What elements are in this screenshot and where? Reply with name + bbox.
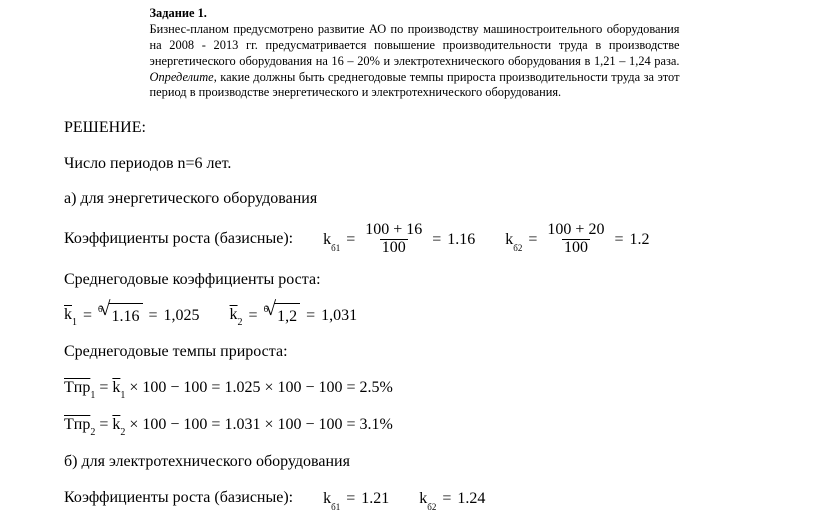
task-text-pre: Бизнес-планом предусмотрено развитие АО … — [150, 22, 680, 68]
avg-rate-title: Среднегодовые темпы прироста: — [64, 339, 764, 365]
root1-arg: 1.16 — [109, 303, 143, 330]
kb2-frac: 100 + 20 100 — [545, 222, 606, 257]
kb1-sub: б1 — [331, 243, 340, 253]
kb1-b-val: 1.21 — [361, 486, 389, 512]
kb1-frac: 100 + 16 100 — [363, 222, 424, 257]
kb1-expr: kб1 = 100 + 16 100 = 1.16 — [323, 222, 475, 257]
kbar1-sub: 1 — [72, 317, 77, 328]
task-block: Задание 1. Бизнес-планом предусмотрено р… — [150, 6, 680, 101]
k-symbol-b1: k — [323, 490, 331, 507]
solution-block: РЕШЕНИЕ: Число периодов n=6 лет. а) для … — [64, 115, 764, 511]
coef-label: Коэффициенты роста (базисные): — [64, 230, 293, 247]
kb1-den: 100 — [380, 239, 408, 257]
eq-1: = — [346, 227, 355, 253]
avg-coef-row: k1 = 6 √ 1.16 = 1,025 k2 = 6 √ 1,2 — [64, 302, 764, 329]
tpr1-kbar-sub: 1 — [120, 390, 125, 401]
eq-9: = — [99, 379, 108, 396]
task-title: Задание 1. — [150, 6, 207, 20]
part-b-title: б) для электротехнического оборудования — [64, 449, 764, 475]
kb2-sub: б2 — [513, 243, 522, 253]
root2: 6 √ 1,2 — [264, 303, 300, 330]
eq-2: = — [432, 227, 441, 253]
solution-heading: РЕШЕНИЕ: — [64, 115, 764, 141]
task-italic-word: Определите — [150, 70, 214, 84]
eq-7: = — [249, 303, 258, 329]
kb1-b-sub: б1 — [331, 502, 340, 512]
coef-label-b: Коэффициенты роста (базисные): — [64, 489, 293, 506]
eq-5: = — [83, 303, 92, 329]
tpr2-sym: Tпр — [64, 416, 90, 433]
task-text-post: , какие должны быть среднегодовые темпы … — [150, 70, 680, 100]
periods-text: Число периодов n=6 лет. — [64, 151, 764, 177]
kb2-b-expr: kб2 = 1.24 — [419, 486, 485, 512]
tpr2-expr: × 100 − 100 = 1.031 × 100 − 100 = 3.1% — [125, 416, 392, 433]
kbar1-val: 1,025 — [164, 303, 200, 329]
basis-coef-b-row: Коэффициенты роста (базисные): kб1 = 1.2… — [64, 485, 764, 511]
kbar2-sub: 2 — [238, 317, 243, 328]
eq-3: = — [528, 227, 537, 253]
eq-8: = — [306, 303, 315, 329]
root1: 6 √ 1.16 — [98, 303, 142, 330]
kb2-den: 100 — [562, 239, 590, 257]
eq-4: = — [614, 227, 623, 253]
tpr1-row: Tпр1 = k1 × 100 − 100 = 1.025 × 100 − 10… — [64, 375, 764, 402]
eq-6: = — [149, 303, 158, 329]
kbar2-expr: k2 = 6 √ 1,2 = 1,031 — [230, 302, 358, 329]
kb2-num: 100 + 20 — [545, 222, 606, 239]
eq-10: = — [99, 416, 108, 433]
kb2-b-sub: б2 — [427, 502, 436, 512]
k-symbol-1: k — [323, 231, 331, 248]
kbar2-sym: k — [230, 306, 238, 323]
basis-coef-row: Коэффициенты роста (базисные): kб1 = 100… — [64, 222, 764, 257]
tpr2-sub: 2 — [90, 427, 95, 438]
tpr1-sym: Tпр — [64, 379, 90, 396]
root2-arg: 1,2 — [274, 303, 300, 330]
page: Задание 1. Бизнес-планом предусмотрено р… — [0, 0, 829, 524]
tpr2-kbar-sub: 2 — [120, 427, 125, 438]
eq-11: = — [346, 486, 355, 512]
kbar1-expr: k1 = 6 √ 1.16 = 1,025 — [64, 302, 200, 329]
kb2-b-val: 1.24 — [457, 486, 485, 512]
kbar1-sym: k — [64, 306, 72, 323]
kb1-num: 100 + 16 — [363, 222, 424, 239]
eq-12: = — [442, 486, 451, 512]
part-a-title: а) для энергетического оборудования — [64, 186, 764, 212]
tpr1-expr: × 100 − 100 = 1.025 × 100 − 100 = 2.5% — [125, 379, 392, 396]
tpr1-sub: 1 — [90, 390, 95, 401]
kb2-expr: kб2 = 100 + 20 100 = 1.2 — [505, 222, 649, 257]
kb1-val: 1.16 — [447, 227, 475, 253]
tpr2-row: Tпр2 = k2 × 100 − 100 = 1.031 × 100 − 10… — [64, 412, 764, 439]
kb2-val: 1.2 — [629, 227, 649, 253]
avg-coef-title: Среднегодовые коэффициенты роста: — [64, 267, 764, 293]
kb1-b-expr: kб1 = 1.21 — [323, 486, 389, 512]
kbar2-val: 1,031 — [321, 303, 357, 329]
